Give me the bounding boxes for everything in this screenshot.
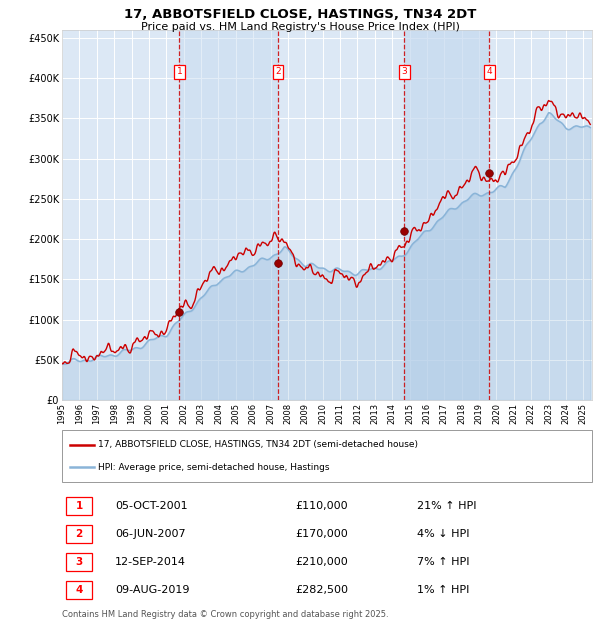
Text: 1: 1: [76, 501, 83, 511]
Text: 21% ↑ HPI: 21% ↑ HPI: [417, 501, 476, 511]
Text: 2: 2: [275, 68, 281, 76]
Text: £170,000: £170,000: [295, 529, 348, 539]
Text: 17, ABBOTSFIELD CLOSE, HASTINGS, TN34 2DT (semi-detached house): 17, ABBOTSFIELD CLOSE, HASTINGS, TN34 2D…: [98, 440, 418, 449]
Text: 3: 3: [76, 557, 83, 567]
Text: £110,000: £110,000: [295, 501, 348, 511]
Text: 3: 3: [401, 68, 407, 76]
Text: 06-JUN-2007: 06-JUN-2007: [115, 529, 185, 539]
Text: 4: 4: [487, 68, 492, 76]
FancyBboxPatch shape: [66, 497, 92, 515]
FancyBboxPatch shape: [66, 553, 92, 571]
Text: £282,500: £282,500: [295, 585, 348, 595]
FancyBboxPatch shape: [66, 525, 92, 543]
FancyBboxPatch shape: [62, 430, 592, 482]
Text: 12-SEP-2014: 12-SEP-2014: [115, 557, 186, 567]
Text: 4% ↓ HPI: 4% ↓ HPI: [417, 529, 470, 539]
Bar: [179, 30, 278, 400]
Text: 7% ↑ HPI: 7% ↑ HPI: [417, 557, 470, 567]
Bar: [404, 30, 490, 400]
Text: 4: 4: [75, 585, 83, 595]
Text: 09-AUG-2019: 09-AUG-2019: [115, 585, 190, 595]
Text: 17, ABBOTSFIELD CLOSE, HASTINGS, TN34 2DT: 17, ABBOTSFIELD CLOSE, HASTINGS, TN34 2D…: [124, 8, 476, 21]
FancyBboxPatch shape: [66, 581, 92, 599]
Text: 1% ↑ HPI: 1% ↑ HPI: [417, 585, 469, 595]
Text: £210,000: £210,000: [295, 557, 348, 567]
Text: 1: 1: [176, 68, 182, 76]
Text: Price paid vs. HM Land Registry's House Price Index (HPI): Price paid vs. HM Land Registry's House …: [140, 22, 460, 32]
Text: HPI: Average price, semi-detached house, Hastings: HPI: Average price, semi-detached house,…: [98, 463, 329, 472]
Text: Contains HM Land Registry data © Crown copyright and database right 2025.
This d: Contains HM Land Registry data © Crown c…: [62, 610, 389, 620]
Bar: [404, 30, 490, 400]
Text: 2: 2: [76, 529, 83, 539]
Text: 05-OCT-2001: 05-OCT-2001: [115, 501, 188, 511]
